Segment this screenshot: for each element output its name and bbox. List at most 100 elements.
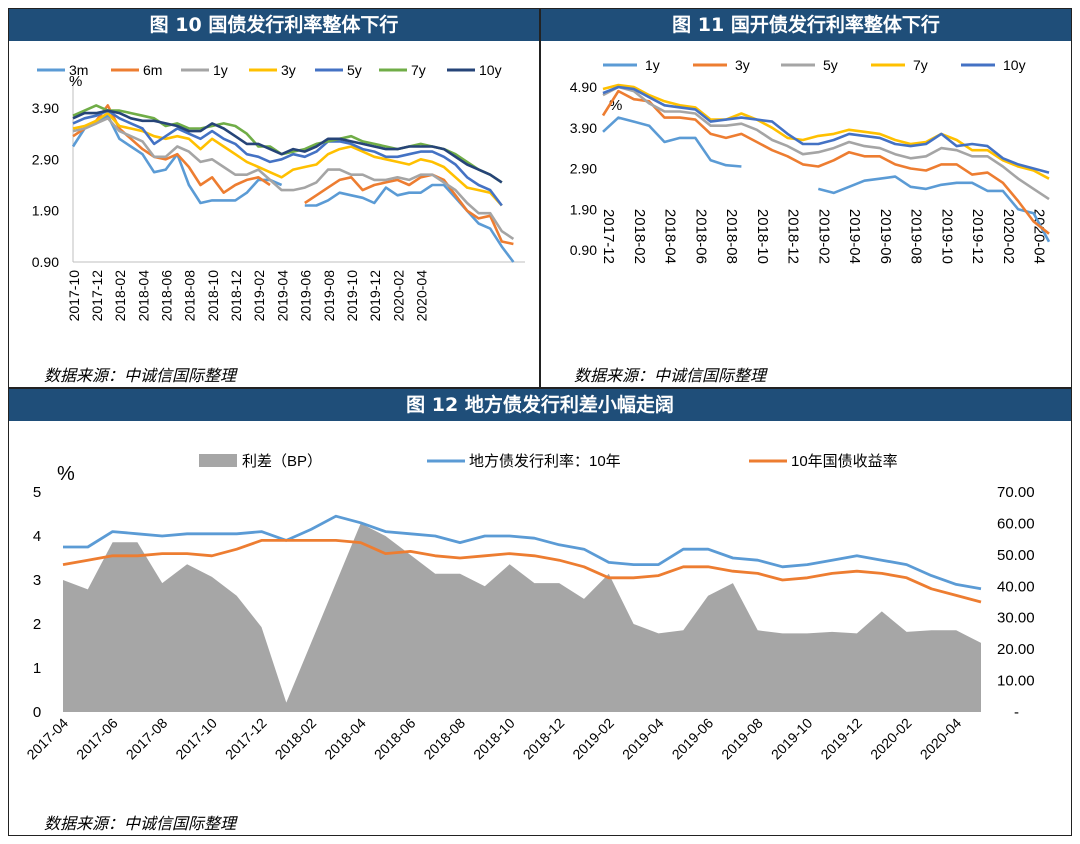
fig10-series-6m bbox=[72, 104, 514, 246]
fig12-source: 数据来源：中诚信国际整理 bbox=[44, 814, 237, 833]
fig12-unit: % bbox=[57, 463, 75, 485]
fig11-y-tick: 4.90 bbox=[570, 79, 597, 95]
fig10-legend-label: 6m bbox=[143, 62, 162, 78]
fig10-x-tick: 2017-12 bbox=[89, 270, 105, 322]
fig11-legend-label: 5y bbox=[823, 57, 838, 73]
fig12-y-tick-left: 2 bbox=[33, 616, 41, 633]
fig12-x-tick: 2019-08 bbox=[718, 715, 766, 763]
fig10-x-tick: 2017-10 bbox=[66, 270, 82, 322]
fig12-legend-label: 利差（BP） bbox=[242, 453, 322, 470]
fig10-series-1y bbox=[72, 117, 515, 240]
fig10-legend-label: 1y bbox=[213, 62, 228, 78]
fig11-unit: % bbox=[609, 97, 622, 114]
fig11-x-tick: 2018-10 bbox=[754, 209, 771, 264]
fig12-x-tick: 2019-06 bbox=[669, 715, 717, 763]
fig12-series-spread-area bbox=[63, 523, 981, 712]
fig10-x-tick: 2019-04 bbox=[274, 270, 290, 322]
fig11-x-tick: 2019-12 bbox=[969, 209, 986, 264]
fig10-x-tick: 2018-08 bbox=[182, 270, 198, 322]
fig12-x-tick: 2020-02 bbox=[867, 715, 915, 763]
fig11-x-tick: 2019-02 bbox=[815, 209, 832, 264]
fig11-x-tick: 2018-08 bbox=[723, 209, 740, 264]
fig11-legend-label: 1y bbox=[645, 57, 660, 73]
fig11-legend-label: 3y bbox=[735, 57, 750, 73]
fig10-series-10y bbox=[72, 109, 503, 184]
fig12-series-local-bond-rate bbox=[63, 514, 982, 591]
fig10-x-tick: 2019-08 bbox=[321, 270, 337, 322]
fig10-legend-label: 5y bbox=[347, 62, 362, 78]
fig11-panel bbox=[540, 8, 1072, 388]
fig11-y-tick: 2.90 bbox=[570, 161, 597, 177]
fig10-x-tick: 2019-02 bbox=[251, 270, 267, 322]
fig10-x-tick: 2018-06 bbox=[159, 270, 175, 322]
fig12-y-tick-left: 0 bbox=[33, 704, 41, 721]
fig11-series-7y bbox=[602, 83, 1050, 180]
fig12-legend-label: 地方债发行利率：10年 bbox=[469, 453, 621, 470]
fig10-x-tick: 2018-10 bbox=[205, 270, 221, 322]
fig11-y-tick: 1.90 bbox=[570, 201, 597, 217]
fig12-legend-swatch bbox=[199, 454, 237, 467]
fig12-legend-label: 10年国债收益率 bbox=[791, 453, 898, 470]
fig10-chart: 3.90 2.90 1.90 0.90% 2017-10 2017-12 2018-02 20… bbox=[32, 62, 525, 322]
fig12-x-tick: 2018-08 bbox=[420, 715, 468, 763]
fig11-legend-label: 10y bbox=[1003, 57, 1026, 73]
fig12-x-tick: 2019-02 bbox=[569, 715, 617, 763]
fig11-series-5y bbox=[602, 85, 1050, 201]
fig10-y-tick: 0.90 bbox=[32, 254, 59, 270]
fig11-legend-label: 7y bbox=[913, 57, 928, 73]
fig10-x-tick: 2019-06 bbox=[298, 270, 314, 322]
fig11-y-tick: 0.90 bbox=[570, 242, 597, 258]
fig10-series-5y bbox=[72, 109, 503, 207]
fig12-y-tick-right: 40.00 bbox=[997, 578, 1035, 595]
fig11-x-tick: 2019-08 bbox=[908, 209, 925, 264]
fig12-x-tick: 2018-12 bbox=[520, 715, 568, 763]
fig12-y-tick-left: 1 bbox=[33, 660, 41, 677]
fig11-x-tick: 2019-06 bbox=[877, 209, 894, 264]
fig12-x-tick: 2017-12 bbox=[222, 715, 270, 763]
fig12-y-tick-right: 60.00 bbox=[997, 515, 1035, 532]
fig12-x-tick: 2017-08 bbox=[123, 715, 171, 763]
fig11-x-tick: 2018-02 bbox=[631, 209, 648, 264]
fig12-y-tick-left: 5 bbox=[33, 484, 41, 501]
fig10-x-tick: 2019-12 bbox=[367, 270, 383, 322]
fig11-series-1y bbox=[602, 116, 1051, 243]
fig12-x-tick: 2019-04 bbox=[619, 715, 667, 763]
fig10-x-tick: 2019-10 bbox=[344, 270, 360, 322]
fig10-legend-label: 10y bbox=[479, 62, 502, 78]
fig12-x-tick: 2017-10 bbox=[172, 715, 220, 763]
fig12-y-tick-right: 50.00 bbox=[997, 547, 1035, 564]
fig11-y-tick: 3.90 bbox=[570, 120, 597, 136]
fig11-x-tick: 2018-04 bbox=[662, 209, 679, 264]
fig10-unit: % bbox=[69, 73, 82, 90]
fig12-x-tick: 2019-10 bbox=[768, 715, 816, 763]
fig10-title: 图 10 国债发行利率整体下行 bbox=[9, 9, 539, 41]
fig10-legend-label: 7y bbox=[411, 62, 426, 78]
fig11-series-10y bbox=[602, 85, 1050, 174]
fig12-y-tick-left: 4 bbox=[33, 528, 41, 545]
fig12-chart: 5 4 3 2 1 0% 70.00 60.00 50.00 40.00 30.00 20.00 10.… bbox=[23, 453, 1035, 763]
fig12-x-tick: 2018-10 bbox=[470, 715, 518, 763]
fig12-x-tick: 2017-06 bbox=[73, 715, 121, 763]
fig11-x-tick: 2018-12 bbox=[785, 209, 802, 264]
fig12-title: 图 12 地方债发行利差小幅走阔 bbox=[9, 389, 1071, 421]
fig12-y-tick-right: 20.00 bbox=[997, 641, 1035, 658]
fig12-x-tick: 2017-04 bbox=[23, 715, 71, 763]
fig10-legend-label: 3y bbox=[281, 62, 296, 78]
fig12-y-tick-right: - bbox=[1014, 704, 1019, 721]
fig10-legend-label: 3m bbox=[69, 62, 88, 78]
fig12-x-tick: 2019-12 bbox=[817, 715, 865, 763]
fig12-series-treasury-yield bbox=[62, 539, 982, 604]
fig12-y-tick-right: 30.00 bbox=[997, 610, 1035, 627]
fig10-source: 数据来源：中诚信国际整理 bbox=[44, 366, 237, 385]
fig10-x-tick: 2020-02 bbox=[390, 270, 406, 322]
fig12-x-tick: 2018-06 bbox=[371, 715, 419, 763]
fig10-x-tick: 2018-02 bbox=[112, 270, 128, 322]
fig12-y-tick-right: 70.00 bbox=[997, 484, 1035, 501]
fig11-chart: 4.90 3.90 2.90 1.90 0.90% 2017-12 2018-02 2018-… bbox=[570, 57, 1051, 264]
fig11-source: 数据来源：中诚信国际整理 bbox=[574, 366, 767, 385]
fig12-y-tick-right: 10.00 bbox=[997, 673, 1035, 690]
fig11-series-3y bbox=[601, 89, 1050, 235]
fig10-y-tick: 2.90 bbox=[32, 151, 59, 167]
fig10-y-tick: 3.90 bbox=[32, 100, 59, 116]
fig12-x-tick: 2018-04 bbox=[321, 715, 369, 763]
